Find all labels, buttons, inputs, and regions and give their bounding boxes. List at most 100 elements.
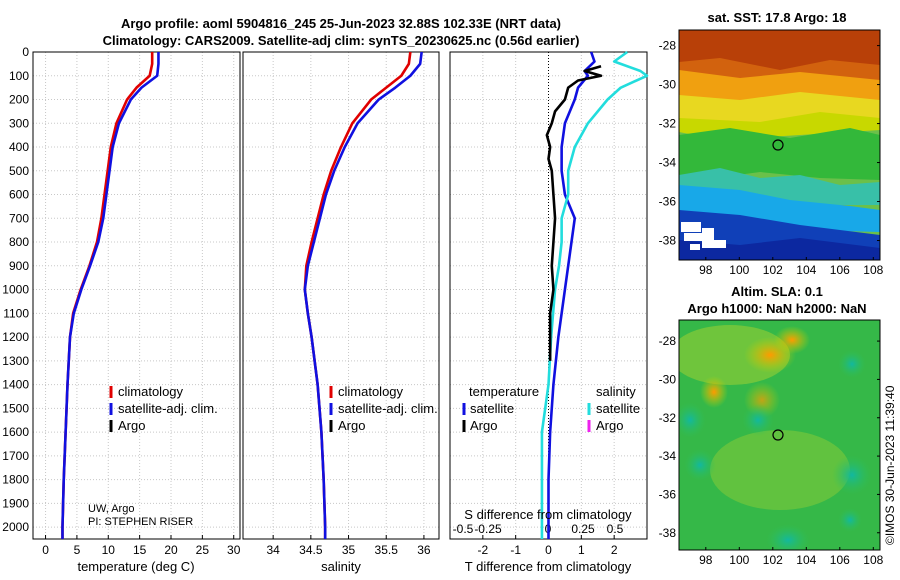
map-x-tick-label: 108 (863, 263, 883, 277)
depth-tick-label: 1000 (2, 283, 29, 297)
map-y-tick-label: -34 (659, 156, 677, 170)
difference-xlabel: T difference from climatology (465, 559, 632, 574)
x-tick-label: 2 (611, 543, 618, 557)
depth-tick-label: 800 (9, 235, 29, 249)
sst-map-title: sat. SST: 17.8 Argo: 18 (708, 10, 847, 25)
x-tick-label: -1 (510, 543, 521, 557)
map-x-tick-label: 106 (830, 263, 850, 277)
x-tick-label: 0 (545, 543, 552, 557)
depth-tick-label: 0 (22, 45, 29, 59)
map-x-tick-label: 98 (699, 553, 713, 567)
map-y-tick-label: -28 (659, 334, 677, 348)
salinity-diff-tick-label: -0.25 (474, 522, 502, 536)
depth-tick-label: 1600 (2, 425, 29, 439)
series-line-s-satellite (540, 50, 649, 539)
depth-tick-label: 2000 (2, 520, 29, 534)
legend-label-argo: Argo (118, 418, 145, 433)
series-line-satellite-adj--clim- (303, 51, 423, 539)
sst-map-axes: 98 100 102 104 106 108 -28 -30 -32 -34 -36 -38 (659, 39, 884, 277)
map-y-tick-label: -30 (659, 372, 677, 386)
legend-label-satellite: satellite-adj. clim. (118, 401, 218, 416)
map-y-tick-label: -36 (659, 195, 677, 209)
sla-map: Altim. SLA: 0.1 Argo h1000: NaN h2000: N… (659, 284, 884, 567)
depth-tick-label: 1800 (2, 473, 29, 487)
map-y-tick-label: -34 (659, 449, 677, 463)
depth-tick-label: 700 (9, 211, 29, 225)
sla-map-axes: 98 100 102 104 106 108 -28 -30 -32 -34 -36 -38 (659, 334, 884, 567)
map-y-tick-label: -28 (659, 39, 677, 53)
x-tick-label: 30 (227, 543, 241, 557)
legend-label-s-satellite: satellite (596, 401, 640, 416)
x-tick-label: -2 (477, 543, 488, 557)
salinity-diff-tick-label: 0.5 (607, 522, 624, 536)
legend-label-argo: Argo (338, 418, 365, 433)
map-y-tick-label: -38 (659, 234, 677, 248)
depth-tick-label: 100 (9, 69, 29, 83)
legend-title-temperature: temperature (469, 384, 539, 399)
map-y-tick-label: -36 (659, 487, 677, 501)
map-x-tick-label: 100 (729, 263, 749, 277)
temperature-legend: climatology satellite-adj. clim. Argo (109, 384, 218, 433)
depth-tick-label: 1300 (2, 354, 29, 368)
legend-label-s-argo: Argo (596, 418, 623, 433)
figure-title-line2: Climatology: CARS2009. Satellite-adj cli… (103, 33, 580, 48)
map-y-tick-label: -30 (659, 78, 677, 92)
map-x-tick-label: 98 (699, 263, 713, 277)
depth-tick-label: 900 (9, 259, 29, 273)
map-y-tick-label: -32 (659, 117, 677, 131)
legend-label-t-satellite: satellite (470, 401, 514, 416)
difference-top-label: S difference from climatology (464, 507, 632, 522)
legend-label-climatology: climatology (118, 384, 184, 399)
figure-title-line1: Argo profile: aoml 5904816_245 25-Jun-20… (121, 16, 561, 31)
x-tick-label: 35 (342, 543, 356, 557)
depth-tick-label: 400 (9, 140, 29, 154)
legend-label-satellite: satellite-adj. clim. (338, 401, 438, 416)
map-x-tick-label: 102 (763, 553, 783, 567)
x-tick-label: 34.5 (299, 543, 323, 557)
imos-watermark: ©IMOS 30-Jun-2023 11:39:40 (883, 385, 897, 545)
difference-legend: temperature satellite Argo salinity sate… (462, 384, 640, 433)
salinity-legend: climatology satellite-adj. clim. Argo (329, 384, 438, 433)
legend-label-climatology: climatology (338, 384, 404, 399)
credit-line2: PI: STEPHEN RISER (88, 516, 193, 528)
map-x-tick-label: 102 (763, 263, 783, 277)
depth-tick-label: 1500 (2, 401, 29, 415)
x-tick-label: 35.5 (375, 543, 399, 557)
salinity-xlabel: salinity (321, 559, 361, 574)
salinity-diff-tick-label: 0.25 (571, 522, 595, 536)
map-x-tick-label: 106 (830, 553, 850, 567)
salinity-diff-tick-label: -0.5 (453, 522, 474, 536)
sla-map-title-line1: Altim. SLA: 0.1 (731, 284, 823, 299)
x-tick-label: 0 (42, 543, 49, 557)
panel-frame (32, 51, 241, 540)
argo-location-marker (772, 139, 784, 151)
x-tick-label: 20 (164, 543, 178, 557)
profile-panels: 0 5 10 15 20 25 30 34 34.5 35 35.5 36 -2 -1 0 1 20100200… (2, 45, 648, 557)
x-tick-label: 5 (74, 543, 81, 557)
x-tick-label: 34 (266, 543, 280, 557)
x-tick-label: 10 (102, 543, 116, 557)
depth-tick-label: 500 (9, 164, 29, 178)
map-x-tick-label: 108 (863, 553, 883, 567)
series-line-satellite-adj--clim- (61, 52, 160, 539)
x-tick-label: 36 (417, 543, 431, 557)
series-line-t-argo (545, 65, 603, 361)
map-y-tick-label: -32 (659, 411, 677, 425)
x-tick-label: 1 (578, 543, 585, 557)
x-tick-label: 25 (196, 543, 210, 557)
map-x-tick-label: 104 (796, 263, 816, 277)
sla-map-title-line2: Argo h1000: NaN h2000: NaN (687, 301, 866, 316)
depth-tick-label: 1200 (2, 330, 29, 344)
map-y-tick-label: -38 (659, 526, 677, 540)
credit-line1: UW, Argo (88, 503, 134, 515)
temperature-xlabel: temperature (deg C) (77, 559, 194, 574)
argo-location-marker (772, 429, 784, 441)
sst-map: sat. SST: 17.8 Argo: 18 98 100 102 104 106 10… (659, 10, 884, 277)
x-tick-label: 15 (133, 543, 147, 557)
legend-title-salinity: salinity (596, 384, 636, 399)
panel-frame (242, 51, 440, 540)
depth-tick-label: 1900 (2, 496, 29, 510)
map-x-tick-label: 100 (729, 553, 749, 567)
depth-tick-label: 600 (9, 188, 29, 202)
